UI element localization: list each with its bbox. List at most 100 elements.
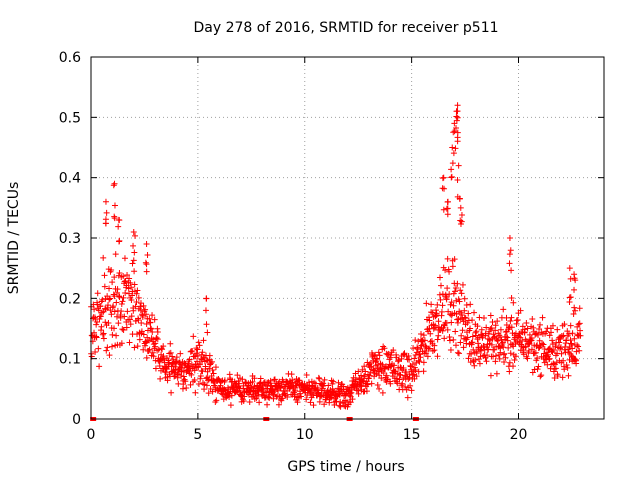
data-point: [148, 325, 155, 332]
data-point: [403, 369, 410, 376]
data-point: [569, 345, 576, 352]
data-point: [133, 299, 140, 306]
data-point: [453, 113, 460, 120]
data-point: [494, 337, 501, 344]
data-point: [111, 308, 118, 315]
data-point: [156, 363, 163, 370]
data-point: [507, 318, 514, 325]
data-point: [102, 198, 109, 205]
data-point: [115, 216, 122, 223]
data-point: [157, 375, 164, 382]
data-point: [524, 355, 531, 362]
data-point: [528, 346, 535, 353]
data-point: [446, 337, 453, 344]
data-point: [571, 271, 578, 278]
data-point: [340, 383, 347, 390]
data-point: [572, 307, 579, 314]
data-point: [512, 353, 519, 360]
data-point: [494, 318, 501, 325]
data-point: [434, 301, 441, 308]
y-tick-label: 0.4: [59, 171, 81, 187]
data-point: [460, 318, 467, 325]
data-point: [180, 373, 187, 380]
data-point: [469, 333, 476, 340]
data-point: [423, 350, 430, 357]
data-point: [202, 307, 209, 314]
data-point: [142, 338, 149, 345]
y-tick-label: 0.2: [59, 291, 81, 307]
data-point: [487, 312, 494, 319]
data-point: [94, 319, 101, 326]
data-point: [169, 353, 176, 360]
data-point: [458, 290, 465, 297]
data-point: [189, 347, 196, 354]
data-point: [186, 356, 193, 363]
data-point: [454, 280, 461, 287]
data-point: [374, 356, 381, 363]
data-point: [367, 369, 374, 376]
data-point: [131, 249, 138, 256]
data-point: [469, 317, 476, 324]
data-point: [551, 374, 558, 381]
data-point: [113, 332, 120, 339]
data-point: [197, 375, 204, 382]
data-point: [174, 371, 181, 378]
data-point: [288, 371, 295, 378]
data-point: [439, 327, 446, 334]
data-point: [105, 320, 112, 327]
data-point: [435, 332, 442, 339]
data-point: [257, 375, 264, 382]
data-point: [146, 315, 153, 322]
data-point: [118, 340, 125, 347]
data-point: [412, 351, 419, 358]
data-point: [121, 255, 128, 262]
data-point: [450, 302, 457, 309]
data-point: [358, 372, 365, 379]
data-point: [149, 312, 156, 319]
data-point: [113, 313, 120, 320]
data-point: [461, 314, 468, 321]
data-point: [374, 382, 381, 389]
data-point: [142, 259, 149, 266]
data-point: [130, 228, 137, 235]
data-point: [492, 327, 499, 334]
data-point: [527, 336, 534, 343]
data-point: [432, 322, 439, 329]
data-point: [114, 289, 121, 296]
data-point: [209, 388, 216, 395]
data-point: [468, 350, 475, 357]
data-point: [331, 401, 338, 408]
data-point: [379, 389, 386, 396]
data-point: [384, 351, 391, 358]
data-point: [525, 348, 532, 355]
data-point: [423, 300, 430, 307]
y-axis-ticks: 0 0.1 0.2 0.3 0.4 0.5 0.6: [59, 50, 604, 428]
data-point: [143, 311, 150, 318]
data-point: [454, 102, 461, 109]
data-point: [521, 326, 528, 333]
data-point: [180, 367, 187, 374]
data-point: [92, 348, 99, 355]
data-point: [456, 195, 463, 202]
data-point: [476, 314, 483, 321]
data-point: [400, 365, 407, 372]
data-point: [412, 367, 419, 374]
data-point: [420, 359, 427, 366]
data-point: [264, 401, 271, 408]
data-point: [452, 145, 459, 152]
data-point: [394, 380, 401, 387]
data-point: [442, 267, 449, 274]
data-point: [195, 380, 202, 387]
data-point: [537, 373, 544, 380]
data-point: [291, 391, 298, 398]
data-point: [503, 333, 510, 340]
data-point: [507, 350, 514, 357]
data-point: [440, 174, 447, 181]
data-point: [374, 365, 381, 372]
data-point: [434, 353, 441, 360]
data-point: [103, 209, 110, 216]
data-point: [143, 321, 150, 328]
data-point: [458, 332, 465, 339]
data-point: [121, 278, 128, 285]
x-tick-label: 20: [510, 427, 528, 443]
